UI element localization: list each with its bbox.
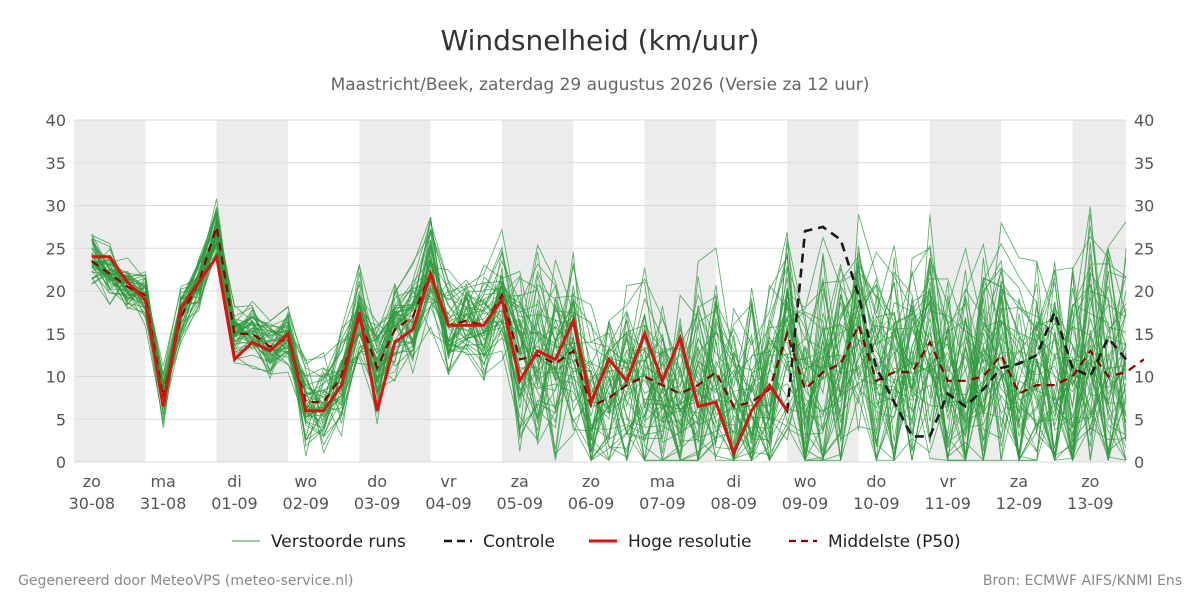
- y-tick-label-right: 30: [1134, 197, 1154, 216]
- y-tick-label-right: 20: [1134, 282, 1154, 301]
- chart-title: Windsnelheid (km/uur): [441, 24, 760, 57]
- x-tick-day: vr: [940, 472, 956, 491]
- y-tick-label-left: 0: [56, 453, 66, 472]
- ensemble-member-line: [91, 213, 1127, 462]
- ensemble-member-line: [91, 222, 1127, 423]
- footer-source: Bron: ECMWF AIFS/KNMI Ens: [983, 573, 1182, 589]
- x-tick-day: ma: [650, 472, 675, 491]
- ensemble-member-line: [91, 244, 1127, 461]
- x-tick-day: ma: [150, 472, 175, 491]
- y-tick-label-right: 25: [1134, 239, 1154, 258]
- ensemble-member-line: [91, 213, 1127, 462]
- series-control-line: [768, 225, 1127, 438]
- x-tick-day: di: [726, 472, 741, 491]
- x-tick-day: wo: [294, 472, 317, 491]
- y-tick-label-right: 0: [1134, 453, 1144, 472]
- y-tick-label-left: 5: [56, 410, 66, 429]
- legend-ensemble-label: Verstoorde runs: [271, 532, 406, 552]
- x-tick-date: 31-08: [140, 494, 187, 513]
- legend: Verstoorde runs Controle Hoge resolutie Mid…: [232, 532, 961, 552]
- y-tick-label-left: 15: [46, 325, 66, 344]
- x-tick-date: 03-09: [354, 494, 401, 513]
- y-tick-label-left: 25: [46, 239, 66, 258]
- x-tick-date: 08-09: [710, 494, 757, 513]
- x-tick-date: 02-09: [283, 494, 330, 513]
- x-tick-day: vr: [440, 472, 456, 491]
- x-tick-date: 09-09: [782, 494, 829, 513]
- x-tick-date: 11-09: [924, 494, 971, 513]
- y-axis-left: 0 5 10 15 20 25 30 35 40: [46, 111, 66, 472]
- x-tick-day: zo: [582, 472, 600, 491]
- ensemble-member-line: [91, 232, 1127, 451]
- x-tick-date: 12-09: [996, 494, 1043, 513]
- y-tick-label-right: 15: [1134, 325, 1154, 344]
- x-tick-date: 01-09: [211, 494, 258, 513]
- y-tick-label-left: 10: [46, 368, 66, 387]
- series-median-line: [91, 226, 1145, 408]
- x-tick-day: di: [227, 472, 242, 491]
- legend-median-label: Middelste (P50): [828, 532, 961, 552]
- y-tick-label-left: 30: [46, 197, 66, 216]
- ensemble-member-line: [91, 212, 1127, 462]
- y-tick-label-left: 40: [46, 111, 66, 130]
- y-axis-right: 0 5 10 15 20 25 30 35 40: [1134, 111, 1154, 472]
- x-tick-date: 04-09: [425, 494, 472, 513]
- x-tick-day: wo: [794, 472, 817, 491]
- x-axis: zo 30-08 ma 31-08 di 01-09 wo 02-09 do 03-09 vr 04-…: [69, 472, 1114, 513]
- x-tick-day: za: [1010, 472, 1028, 491]
- ensemble-member-line: [91, 221, 1127, 462]
- ensemble-member-line: [91, 233, 1127, 462]
- y-tick-label-right: 40: [1134, 111, 1154, 130]
- x-tick-date: 10-09: [853, 494, 900, 513]
- x-tick-day: zo: [83, 472, 101, 491]
- ensemble-member-line: [91, 217, 1127, 461]
- x-tick-day: do: [367, 472, 387, 491]
- x-tick-date: 06-09: [568, 494, 615, 513]
- y-tick-label-right: 10: [1134, 368, 1154, 387]
- x-tick-date: 05-09: [497, 494, 544, 513]
- grid-lines: [74, 119, 1126, 463]
- footer-generated-by: Gegenereerd door MeteoVPS (meteo-service…: [18, 573, 353, 589]
- ensemble-member-line: [91, 214, 1127, 461]
- x-tick-date: 07-09: [639, 494, 686, 513]
- ensemble-member-line: [91, 210, 1127, 462]
- x-tick-date: 13-09: [1067, 494, 1114, 513]
- y-tick-label-left: 20: [46, 282, 66, 301]
- legend-control-label: Controle: [483, 532, 555, 552]
- x-tick-day: za: [511, 472, 529, 491]
- main-series-lines: [91, 225, 1145, 458]
- x-tick-day: do: [866, 472, 886, 491]
- y-tick-label-right: 5: [1134, 410, 1144, 429]
- chart-subtitle: Maastricht/Beek, zaterdag 29 augustus 20…: [331, 75, 870, 95]
- y-tick-label-left: 35: [46, 154, 66, 173]
- ensemble-member-line: [91, 241, 1127, 461]
- series-highres-line: [91, 252, 789, 458]
- x-tick-date: 30-08: [69, 494, 116, 513]
- ensemble-member-line: [91, 217, 1127, 462]
- ensemble-member-line: [91, 235, 1127, 461]
- x-tick-day: zo: [1081, 472, 1099, 491]
- y-tick-label-right: 35: [1134, 154, 1154, 173]
- legend-highres-label: Hoge resolutie: [628, 532, 752, 552]
